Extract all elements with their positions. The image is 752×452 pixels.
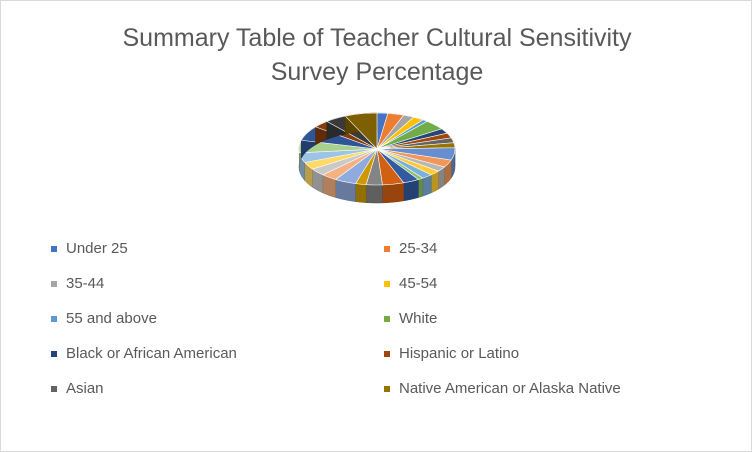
legend-label: 25-34	[399, 240, 437, 257]
legend-swatch	[384, 316, 390, 322]
pie-slice	[344, 112, 378, 150]
legend-label: White	[399, 310, 437, 327]
pie-slice	[365, 148, 383, 204]
slice-side	[355, 183, 367, 203]
slice-top	[344, 112, 378, 150]
legend-label: 35-44	[66, 275, 104, 292]
pie-slice	[376, 148, 420, 202]
legend-swatch	[51, 281, 57, 287]
legend-swatch	[51, 351, 57, 357]
legend-label: 45-54	[399, 275, 437, 292]
legend-swatch	[384, 386, 390, 392]
pie-slice	[376, 148, 440, 194]
slice-side	[365, 184, 383, 204]
chart-title: Summary Table of Teacher Cultural Sensit…	[122, 24, 632, 86]
legend-swatch	[384, 281, 390, 287]
legend-label: Under 25	[66, 240, 128, 257]
legend-swatch	[384, 246, 390, 252]
legend-label: Black or African American	[66, 345, 237, 362]
legend-label: Native American or Alaska Native	[399, 380, 621, 397]
pie-slice	[334, 148, 378, 202]
legend-swatch	[51, 246, 57, 252]
legend-swatch	[51, 316, 57, 322]
legend-label: 55 and above	[66, 310, 157, 327]
pie-slice	[376, 147, 405, 204]
legend-swatch	[384, 351, 390, 357]
pie-slice	[376, 148, 424, 198]
legend-label: Hispanic or Latino	[399, 345, 519, 362]
slice-side	[422, 174, 432, 197]
legend-label: Asian	[66, 380, 104, 397]
slice-side	[418, 177, 424, 198]
legend-swatch	[51, 386, 57, 392]
slice-side	[382, 182, 404, 204]
